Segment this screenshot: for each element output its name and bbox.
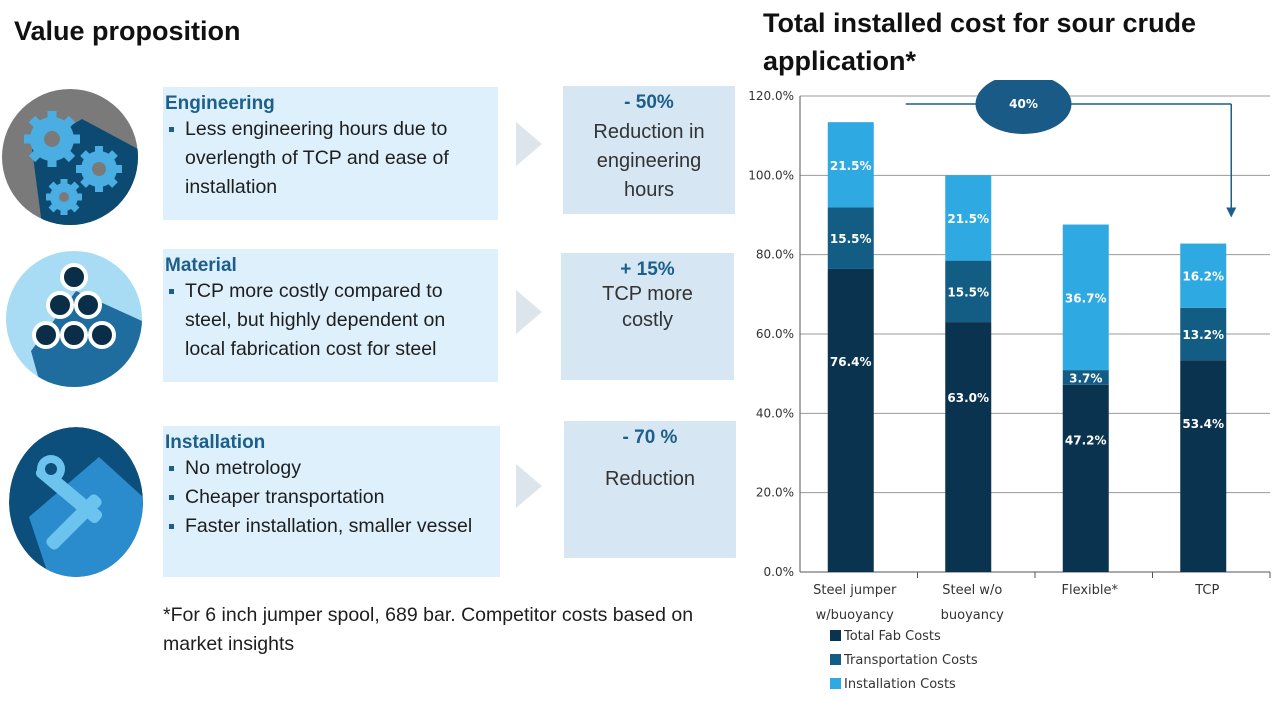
bar-segment: [827, 122, 874, 208]
data-label: 36.7%: [1065, 291, 1107, 305]
material-box: Material TCP more costly compared to ste…: [163, 249, 498, 382]
tools-icon: [9, 427, 143, 577]
data-label: 16.2%: [1182, 270, 1224, 284]
bar-segment: [1062, 224, 1109, 371]
installation-result-desc: Reduction: [604, 468, 696, 490]
x-tick-label: Steel jumper: [813, 583, 897, 598]
data-label: 15.5%: [947, 285, 989, 299]
bar-segment: [1180, 307, 1227, 361]
legend-label: Installation Costs: [844, 677, 956, 692]
chevron-right-icon: [516, 290, 542, 334]
data-label: 13.2%: [1182, 328, 1224, 342]
legend-swatch: [830, 654, 841, 665]
x-tick-label: Flexible*: [1061, 583, 1118, 598]
gears-icon: [2, 89, 138, 225]
pipes-icon: [6, 251, 142, 387]
y-tick-label: 60.0%: [756, 327, 794, 341]
legend-label: Total Fab Costs: [843, 629, 941, 644]
data-label: 53.4%: [1182, 417, 1224, 431]
engineering-result-desc: Reduction in engineering hours: [593, 121, 705, 201]
bar-segment: [1062, 370, 1109, 385]
annotation-label: 40%: [1009, 97, 1038, 111]
annotation-bubble: [975, 80, 1072, 134]
data-label: 21.5%: [947, 212, 989, 226]
bar-segment: [945, 322, 992, 572]
installation-result-box: - 70 % Reduction: [564, 421, 736, 558]
legend-label: Transportation Costs: [843, 653, 978, 668]
bar-segment: [827, 207, 874, 269]
engineering-heading: Engineering: [165, 93, 275, 114]
value-proposition-title: Value proposition: [14, 16, 241, 46]
y-tick-label: 40.0%: [756, 406, 794, 420]
chart-title: Total installed cost for sour crude appl…: [763, 8, 1197, 76]
x-tick-label: w/buoyancy: [816, 608, 895, 623]
material-bullet: TCP more costly compared to steel, but h…: [165, 277, 488, 364]
installation-bullet: No metrology: [165, 454, 490, 483]
legend-swatch: [830, 678, 841, 689]
material-result-box: + 15% TCP more costly: [561, 253, 734, 380]
y-tick-label: 0.0%: [764, 565, 795, 579]
engineering-box: Engineering Less engineering hours due t…: [163, 87, 498, 220]
y-tick-label: 100.0%: [748, 168, 794, 182]
material-result-pct: + 15%: [620, 259, 675, 280]
data-label: 3.7%: [1069, 371, 1102, 385]
bar-segment: [945, 260, 992, 323]
material-result-desc: TCP more costly: [602, 283, 693, 331]
x-tick-label: Steel w/o: [942, 583, 1002, 598]
bar-segment: [945, 175, 992, 261]
engineering-bullet: Less engineering hours due to overlength…: [165, 115, 488, 202]
y-tick-label: 80.0%: [756, 248, 794, 262]
chevron-right-icon: [516, 122, 542, 166]
chevron-right-icon: [516, 464, 542, 508]
installation-result-pct: - 70 %: [622, 427, 678, 448]
legend-swatch: [830, 630, 841, 641]
material-heading: Material: [165, 255, 237, 276]
x-tick-label: TCP: [1194, 583, 1219, 598]
footnote: *For 6 inch jumper spool, 689 bar. Compe…: [163, 604, 694, 655]
installation-bullet: Faster installation, smaller vessel: [165, 512, 490, 541]
bar-segment: [1180, 243, 1227, 308]
bar-segment: [1062, 384, 1109, 572]
data-label: 76.4%: [830, 355, 872, 369]
bar-segment: [827, 268, 874, 572]
data-label: 15.5%: [830, 232, 872, 246]
installation-heading: Installation: [165, 432, 266, 453]
y-tick-label: 20.0%: [756, 486, 794, 500]
data-label: 63.0%: [947, 391, 989, 405]
bar-segment: [1180, 360, 1227, 572]
installation-bullet: Cheaper transportation: [165, 483, 490, 512]
data-label: 21.5%: [830, 159, 872, 173]
y-tick-label: 120.0%: [748, 89, 794, 103]
stacked-bar-chart: 0.0% 20.0% 40.0% 60.0% 80.0% 100.0% 120.0% 76.4…: [748, 80, 1271, 692]
data-label: 47.2%: [1065, 434, 1107, 448]
installation-box: Installation No metrology Cheaper transp…: [163, 426, 500, 577]
engineering-result-box: - 50% Reduction in engineering hours: [563, 86, 735, 214]
x-tick-label: buoyancy: [941, 608, 1004, 623]
arrowhead: [1226, 207, 1237, 218]
engineering-result-pct: - 50%: [624, 92, 674, 113]
